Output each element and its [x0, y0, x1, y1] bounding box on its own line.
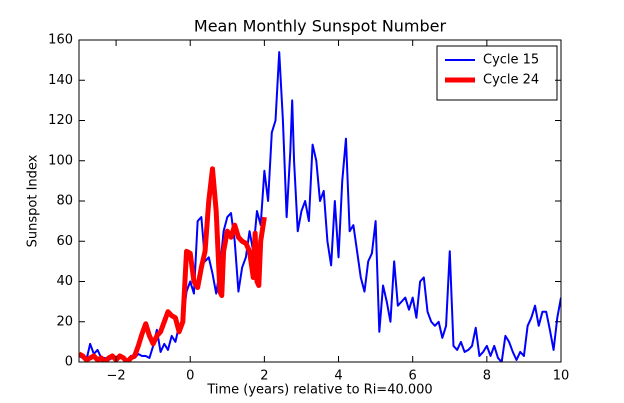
y-axis-label: Sunspot Index	[26, 154, 41, 247]
y-tick-label: 80	[56, 194, 73, 209]
legend-label: Cycle 15	[483, 53, 539, 68]
y-tick-label: 0	[65, 355, 73, 370]
x-axis-label: Time (years) relative to Ri=40.000	[206, 383, 432, 398]
x-tick-label: 6	[409, 369, 417, 384]
x-tick-label: 4	[334, 369, 342, 384]
y-tick-label: 100	[48, 153, 73, 168]
x-tick-label: 8	[483, 369, 491, 384]
x-tick-label: 0	[186, 369, 194, 384]
x-tick-label: 10	[553, 369, 570, 384]
line-series	[79, 51, 561, 362]
x-tick-label: −2	[106, 369, 125, 384]
chart-title: Mean Monthly Sunspot Number	[194, 17, 447, 36]
x-tick-label: 2	[260, 369, 268, 384]
y-tick-label: 160	[48, 33, 73, 48]
y-tick-label: 60	[56, 234, 73, 249]
y-tick-label: 20	[56, 314, 73, 329]
y-tick-label: 40	[56, 274, 73, 289]
legend: Cycle 15 Cycle 24	[436, 45, 558, 101]
plot-area	[79, 51, 561, 362]
legend-box	[436, 45, 558, 101]
y-tick-label: 140	[48, 73, 73, 88]
line-series	[79, 166, 267, 362]
legend-label: Cycle 24	[483, 73, 539, 88]
y-tick-label: 120	[48, 113, 73, 128]
